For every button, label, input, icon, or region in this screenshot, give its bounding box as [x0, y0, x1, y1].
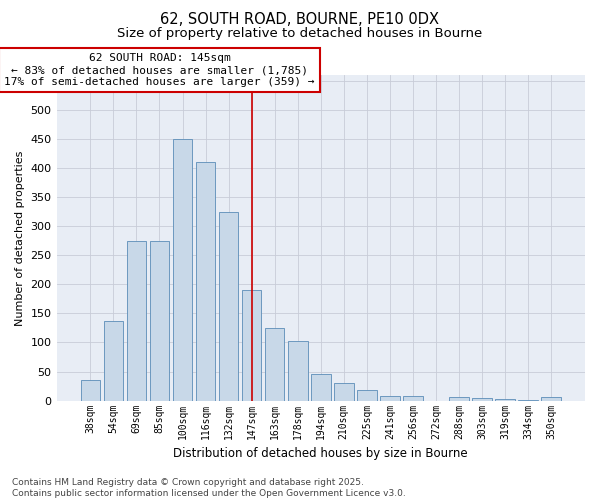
Bar [149, 240, 169, 400]
Bar [104, 321, 123, 400]
Bar [288, 340, 308, 400]
Text: 62, SOUTH ROAD, BOURNE, PE10 0DX: 62, SOUTH ROAD, BOURNE, PE10 0DX [161, 12, 439, 28]
Bar [541, 397, 561, 400]
Text: Contains HM Land Registry data © Crown copyright and database right 2025.
Contai: Contains HM Land Registry data © Crown c… [12, 478, 406, 498]
Text: Size of property relative to detached houses in Bourne: Size of property relative to detached ho… [118, 28, 482, 40]
Bar [242, 290, 262, 401]
Text: 62 SOUTH ROAD: 145sqm
← 83% of detached houses are smaller (1,785)
17% of semi-d: 62 SOUTH ROAD: 145sqm ← 83% of detached … [4, 54, 315, 86]
Y-axis label: Number of detached properties: Number of detached properties [15, 150, 25, 326]
Bar [265, 328, 284, 400]
Bar [173, 139, 193, 400]
Bar [403, 396, 423, 400]
Bar [449, 397, 469, 400]
Bar [80, 380, 100, 400]
Bar [357, 390, 377, 400]
X-axis label: Distribution of detached houses by size in Bourne: Distribution of detached houses by size … [173, 447, 468, 460]
Bar [311, 374, 331, 400]
Bar [380, 396, 400, 400]
Bar [334, 383, 353, 400]
Bar [472, 398, 492, 400]
Bar [219, 212, 238, 400]
Bar [127, 240, 146, 400]
Bar [196, 162, 215, 400]
